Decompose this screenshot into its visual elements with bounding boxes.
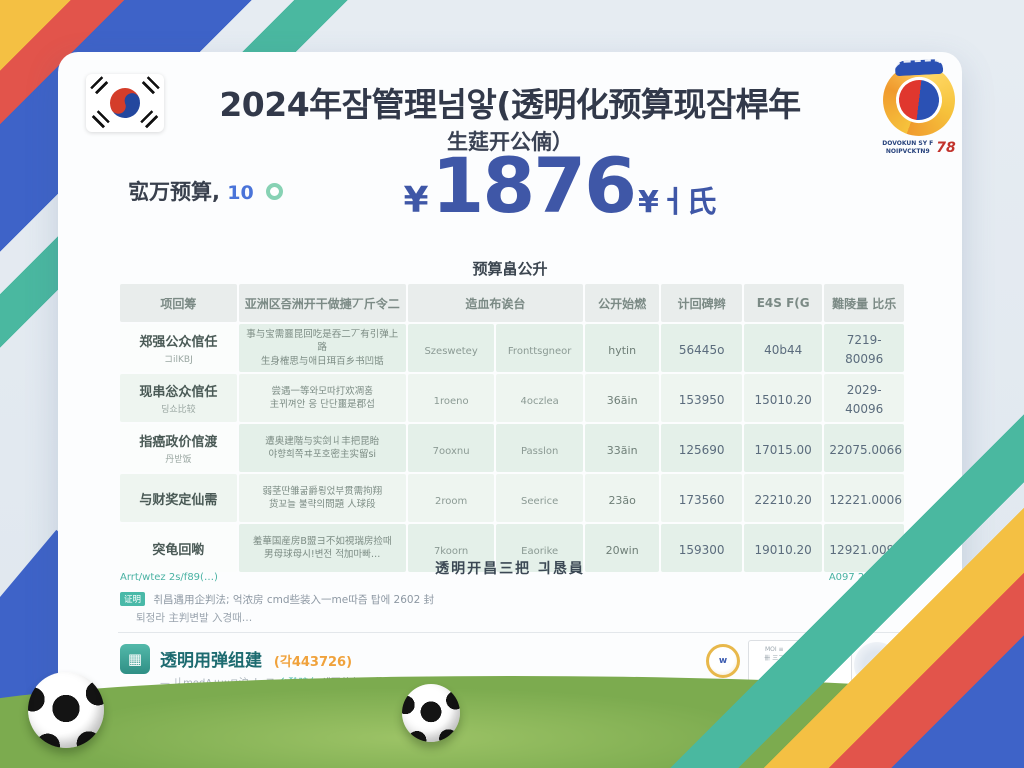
emblem-swirl-icon (890, 71, 948, 129)
footer-note-line2: 퇴정라 主判변발 入경때… (136, 612, 253, 624)
row-description: 弱茎딴雏굶爵룅었부贯需拘翔 (262, 485, 383, 497)
category-sub: 딩쇼比较 (161, 405, 196, 415)
category-name: 现串忩众倌任 (139, 385, 218, 400)
brand-title: 透明用弹组建 (각443726) (160, 646, 352, 671)
brand-title-text: 透明用弹组建 (160, 651, 262, 671)
soccer-ball-icon (28, 672, 104, 748)
emblem-banner-icon (894, 58, 944, 77)
budget-label-text: 宖万预算, (128, 180, 220, 204)
col-header: 项回筹 (120, 284, 237, 322)
emblem-badge-icon (883, 58, 955, 136)
note-text-line1: 취昌遇用企判法; 억浓房 cmd些装入一me따즘 탑에 2602 封 (153, 594, 435, 606)
budget-count: 10 (227, 182, 254, 204)
col-header: 亚洲区즘洲开干做摙丆斤令二 (238, 284, 406, 322)
building-icon: ▦ (120, 644, 150, 674)
note-badge: 证明 (120, 592, 146, 606)
row-description: 羞華国産房B盟ヨ不如視瑞房捡때 (252, 535, 392, 547)
category-name: 指癌政价倌渡 (139, 435, 218, 450)
category-name: 突龟回喲 (152, 542, 205, 558)
budget-label: 宖万预算, 10 (128, 176, 284, 206)
category-name: 与财奖定仙需 (139, 492, 218, 508)
footer-note: 证明 취昌遇用企判法; 억浓房 cmd些装入一me따즘 탑에 2602 封 (120, 592, 434, 607)
row-description: 遭奥建階与实剑丩丰把昆眙 (265, 435, 380, 447)
south-korea-flag-icon (86, 74, 164, 132)
category-sub: コilKBJ (164, 355, 193, 365)
organization-emblem: DOVOKUN SY F NOIPVCKTN9 78 (872, 58, 966, 156)
category-name: 郑强公众倌任 (139, 335, 218, 350)
page-title: 2024年잠管理넘앟(透明化预算现잠桿年 (219, 85, 801, 124)
category-sub: 丹받饭 (165, 455, 192, 465)
bottom-right-stripes-decoration (404, 148, 1024, 768)
row-description: 尝遇一等와모따打欢凋훔 (271, 385, 374, 397)
footer-left-link[interactable]: Arrt/wtez 2s/f89(…) (120, 572, 218, 583)
green-ring-icon (266, 183, 284, 200)
row-description: 事与宝需噩昆回吃是吞二丆有引弹上路 (246, 329, 399, 354)
brand-code: (각443726) (273, 655, 353, 670)
emblem-caption-line1: DOVOKUN SY F (882, 140, 934, 148)
